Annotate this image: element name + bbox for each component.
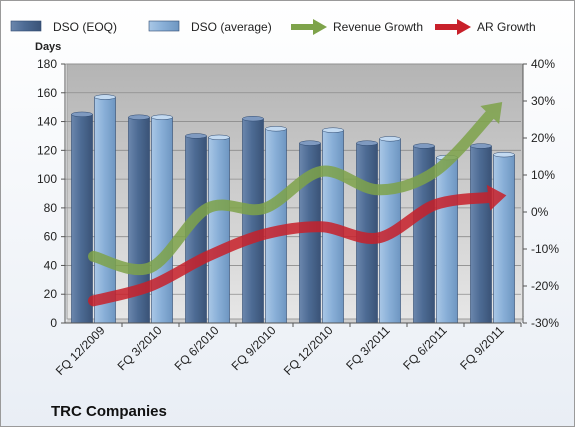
bar-dso-average <box>436 157 458 324</box>
x-tick-label: FQ 3/2010 <box>115 323 165 373</box>
x-tick-label: FQ 12/2010 <box>281 323 336 378</box>
y2-tick-label: 0% <box>531 205 549 219</box>
legend: DSO (EOQ) DSO (average) Revenue Growth AR G… <box>10 19 536 35</box>
bar-dso-eoq <box>242 118 264 324</box>
bar-dso-average <box>151 116 173 324</box>
legend-swatch <box>148 20 180 32</box>
bar-top <box>128 114 150 120</box>
ar-growth-arrowhead <box>486 184 507 211</box>
bar-top <box>242 116 264 122</box>
y2-tick-label: 30% <box>531 94 555 108</box>
y2-tick-label: 20% <box>531 131 555 145</box>
y-tick-label: 60 <box>44 230 58 244</box>
y-tick-label: 180 <box>37 57 57 71</box>
y2-tick-label: 10% <box>531 168 555 182</box>
bar-dso-average <box>94 96 116 324</box>
bar-top <box>470 143 492 149</box>
x-tick-label: FQ 9/2010 <box>229 323 279 373</box>
y-tick-label: 160 <box>37 86 57 100</box>
bar-top <box>299 140 321 146</box>
bar-top <box>265 126 287 132</box>
bar-dso-average <box>208 137 230 324</box>
legend-arrow-head <box>457 19 471 35</box>
y-tick-label: 120 <box>37 143 57 157</box>
legend-swatch <box>10 20 42 32</box>
bar-dso-eoq <box>470 145 492 324</box>
y-tick-label: 40 <box>44 258 58 272</box>
bar-dso-eoq <box>71 114 93 324</box>
bar-top <box>185 133 207 139</box>
ar-growth-line <box>88 191 498 307</box>
y2-tick-label: 40% <box>531 57 555 71</box>
legend-label: DSO (EOQ) <box>53 20 117 34</box>
x-tick-label: FQ 6/2010 <box>172 323 222 373</box>
bar-top <box>151 114 173 120</box>
bar-top <box>208 134 230 141</box>
bar-top <box>71 111 93 118</box>
y-tick-label: 0 <box>50 316 57 330</box>
y-tick-label: 140 <box>37 115 57 129</box>
legend-arrow-head <box>313 19 327 35</box>
y-tick-label: 80 <box>44 201 58 215</box>
bar-top <box>493 152 515 158</box>
y2-tick-label: -20% <box>531 279 559 293</box>
ar-growth-series <box>88 184 507 307</box>
bar-top <box>413 143 435 149</box>
revenue-growth-series <box>88 102 503 275</box>
bar-top <box>94 94 116 100</box>
legend-label: Revenue Growth <box>333 20 423 34</box>
legend-label: AR Growth <box>477 20 536 34</box>
bar-dso-average <box>493 154 515 324</box>
y-tick-label: 20 <box>44 287 58 301</box>
bar-top <box>356 140 378 146</box>
x-tick-label: FQ 3/2011 <box>343 323 393 373</box>
x-tick-label: FQ 9/2011 <box>457 323 507 373</box>
legend-label: DSO (average) <box>191 20 272 34</box>
bar-top <box>322 127 344 133</box>
y2-tick-label: -30% <box>531 316 559 330</box>
y-axis-label: Days <box>35 41 61 53</box>
x-tick-label: FQ 12/2009 <box>53 323 108 378</box>
y-tick-label: 100 <box>37 172 57 186</box>
company-name: TRC Companies <box>51 403 167 420</box>
x-tick-label: FQ 6/2011 <box>400 323 450 373</box>
revenue-growth-arrowhead <box>480 102 503 124</box>
bar-top <box>379 136 401 142</box>
y2-tick-label: -10% <box>531 242 559 256</box>
growth-lines <box>88 102 507 307</box>
